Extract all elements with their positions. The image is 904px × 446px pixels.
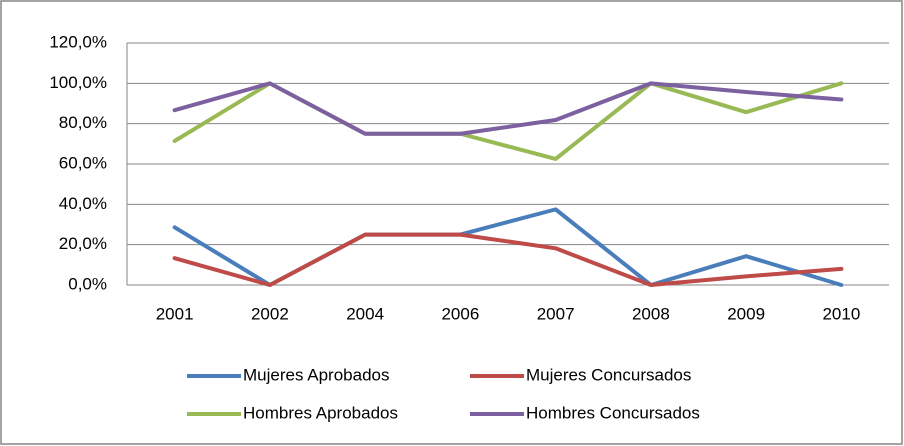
y-tick-label: 100,0% <box>49 73 107 92</box>
x-tick-label: 2002 <box>251 304 289 323</box>
y-tick-label: 80,0% <box>59 113 107 132</box>
y-tick-label: 60,0% <box>59 153 107 172</box>
x-tick-label: 2009 <box>727 304 765 323</box>
series-line <box>172 81 844 136</box>
y-tick-label: 120,0% <box>49 32 107 51</box>
legend-label: Mujeres Concursados <box>526 365 691 384</box>
series-line <box>172 232 844 287</box>
x-tick-label: 2001 <box>156 304 194 323</box>
x-tick-label: 2004 <box>346 304 384 323</box>
x-tick-label: 2006 <box>441 304 479 323</box>
legend-label: Mujeres Aprobados <box>243 365 389 384</box>
x-tick-label: 2010 <box>822 304 860 323</box>
x-tick-label: 2008 <box>632 304 670 323</box>
legend-label: Hombres Concursados <box>526 403 700 422</box>
legend-label: Hombres Aprobados <box>243 403 398 422</box>
y-tick-label: 0,0% <box>68 274 107 293</box>
y-tick-label: 20,0% <box>59 234 107 253</box>
y-tick-label: 40,0% <box>59 194 107 213</box>
x-tick-label: 2007 <box>537 304 575 323</box>
